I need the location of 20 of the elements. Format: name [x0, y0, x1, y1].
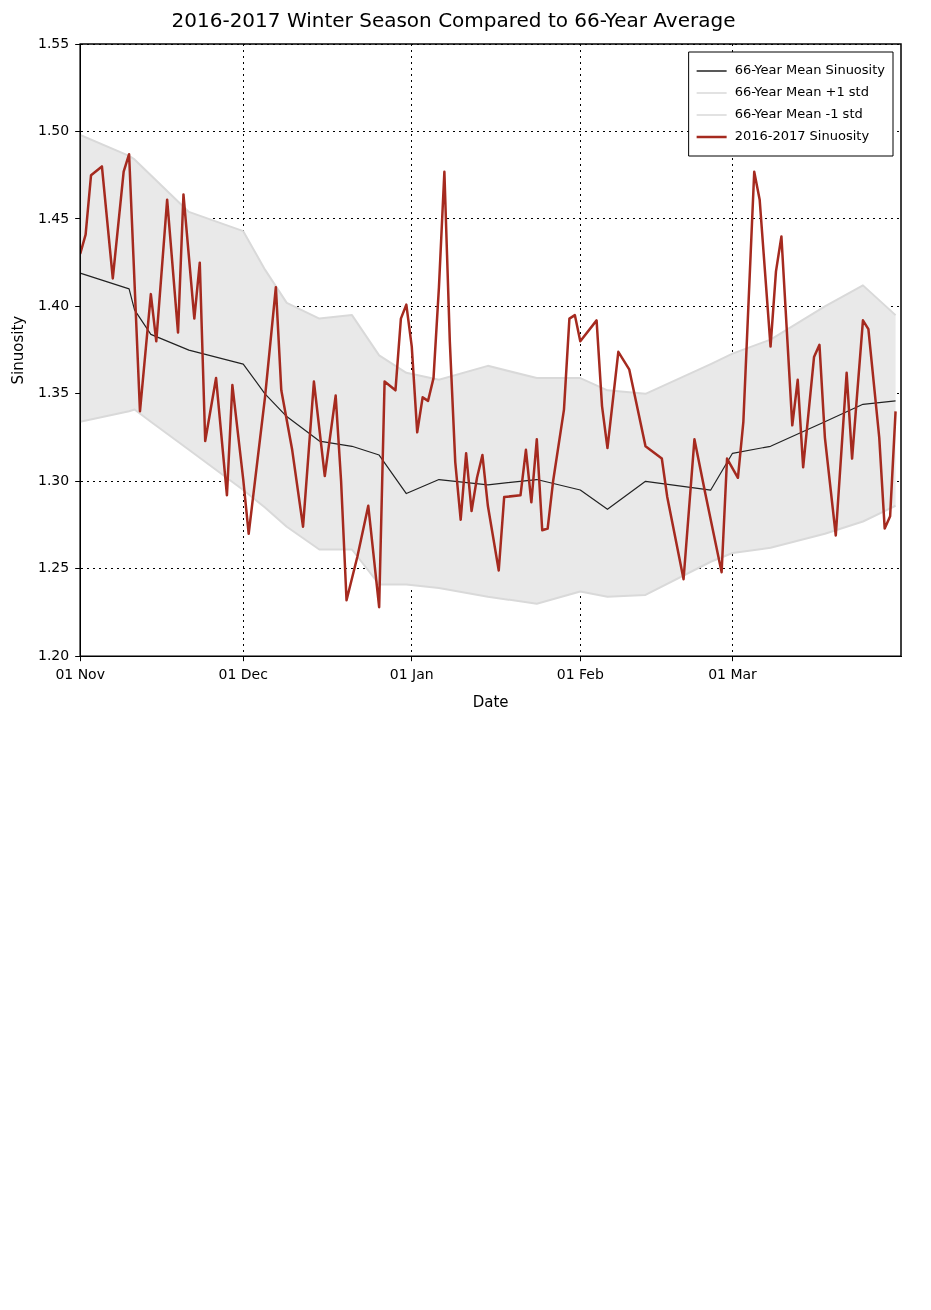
x-tick-label: 01 Nov — [55, 666, 105, 683]
y-tick-label: 1.45 — [38, 209, 70, 226]
x-tick-label: 01 Feb — [556, 666, 604, 683]
x-tick-label: 01 Mar — [708, 666, 758, 683]
x-tick-label: 01 Jan — [389, 666, 434, 683]
y-axis-title: Sinuosity — [8, 315, 27, 385]
y-tick-label: 1.30 — [38, 471, 70, 488]
legend-label: 66-Year Mean +1 std — [734, 84, 869, 100]
legend-label: 2016-2017 Sinuosity — [734, 128, 870, 144]
y-tick-label: 1.50 — [38, 122, 70, 139]
y-tick-label: 1.35 — [38, 384, 70, 401]
legend-label: 66-Year Mean Sinuosity — [734, 62, 886, 78]
x-axis-title: Date — [472, 692, 509, 711]
y-tick-label: 1.55 — [38, 34, 70, 51]
y-tick-label: 1.40 — [38, 297, 70, 314]
y-tick-label: 1.25 — [38, 559, 70, 576]
legend-label: 66-Year Mean -1 std — [734, 106, 863, 122]
x-tick-label: 01 Dec — [218, 666, 268, 683]
chart-title: 2016-2017 Winter Season Compared to 66-Year Average — [171, 8, 736, 33]
y-tick-label: 1.20 — [38, 646, 70, 663]
